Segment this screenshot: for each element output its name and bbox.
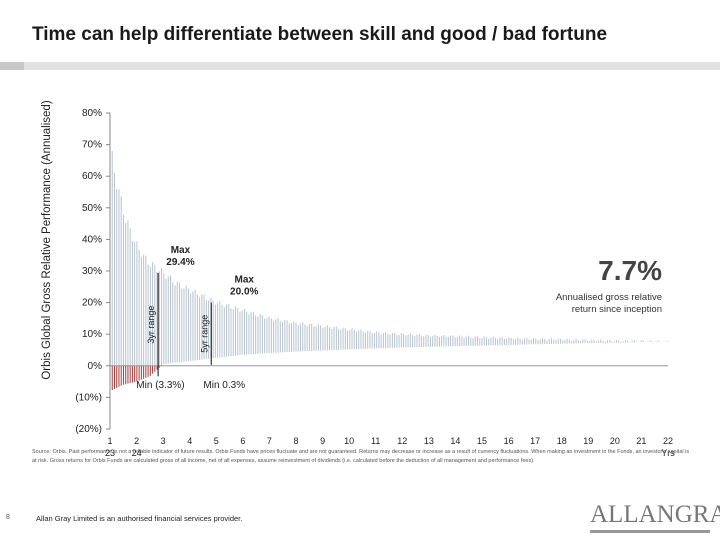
annotation-label: Min 0.3% xyxy=(203,380,245,391)
y-tick-label: 40% xyxy=(82,234,102,245)
x-tick-label: 6 xyxy=(240,436,245,446)
page-title: Time can help differentiate between skil… xyxy=(32,24,608,45)
range-marker-label: 3yr range xyxy=(146,306,156,344)
x-tick-label: 16 xyxy=(504,436,514,446)
y-tick-label: 60% xyxy=(82,171,102,182)
title-underline-accent xyxy=(0,62,24,70)
page-number: 8 xyxy=(6,514,10,521)
x-tick-label: 12 xyxy=(397,436,407,446)
x-tick-label: 22 xyxy=(663,436,673,446)
bars-group xyxy=(109,147,669,392)
x-tick-label: 18 xyxy=(557,436,567,446)
x-tick-label: 21 xyxy=(636,436,646,446)
annotation-label: Max xyxy=(235,275,255,286)
x-tick-label: 13 xyxy=(424,436,434,446)
y-tick-label: 30% xyxy=(82,266,102,277)
x-tick-label: 10 xyxy=(344,436,354,446)
x-tick-label: 3 xyxy=(161,436,166,446)
y-tick-label: 50% xyxy=(82,203,102,214)
logo-underline xyxy=(590,530,710,533)
x-tick-label: 15 xyxy=(477,436,487,446)
x-tick-label: 14 xyxy=(450,436,460,446)
y-tick-label: 0% xyxy=(88,361,103,372)
title-underline-bar xyxy=(0,62,720,70)
y-tick-label: (20%) xyxy=(75,424,102,435)
annotation-label: 29.4% xyxy=(166,257,194,268)
x-sub-tick-label: Yrs xyxy=(661,448,675,458)
annotation-label: 20.0% xyxy=(230,287,258,298)
x-tick-label: 20 xyxy=(610,436,620,446)
x-sub-tick-label: 24 xyxy=(132,448,142,458)
x-sub-tick-label: 23 xyxy=(105,448,115,458)
x-tick-label: 8 xyxy=(293,436,298,446)
y-tick-label: 70% xyxy=(82,140,102,151)
x-tick-label: 5 xyxy=(214,436,219,446)
relative-performance-chart: 80%70%60%50%40%30%20%10%0%(10%)(20%)1 2 3 4… xyxy=(75,108,675,458)
y-tick-label: (10%) xyxy=(75,392,102,403)
footer-note: Allan Gray Limited is an authorised fina… xyxy=(36,514,243,523)
annualised-return-value: 7.7% xyxy=(598,255,662,286)
range-marker-label: 5yr range xyxy=(199,315,209,353)
y-tick-label: 20% xyxy=(82,298,102,309)
annotation-label: Min (3.3%) xyxy=(136,380,184,391)
axes-group: 80%70%60%50%40%30%20%10%0%(10%)(20%)1 2 3 4… xyxy=(75,108,675,458)
x-tick-label: 2 xyxy=(134,436,139,446)
x-tick-label: 17 xyxy=(530,436,540,446)
y-tick-label: 80% xyxy=(82,108,102,119)
x-tick-label: 11 xyxy=(371,436,380,446)
x-tick-label: 7 xyxy=(267,436,272,446)
x-tick-label: 9 xyxy=(320,436,325,446)
annualised-return-label: Annualised gross relative return since i… xyxy=(555,292,662,315)
x-tick-label: 19 xyxy=(583,436,593,446)
source-note: Source: Orbis. Past performance is not a… xyxy=(32,449,690,464)
y-tick-label: 10% xyxy=(82,329,102,340)
x-tick-label: 1 xyxy=(107,436,112,446)
annotation-label: Max xyxy=(171,245,191,256)
x-tick-label: 4 xyxy=(187,436,192,446)
allan-gray-logo: ALLANGRAY xyxy=(590,501,720,528)
